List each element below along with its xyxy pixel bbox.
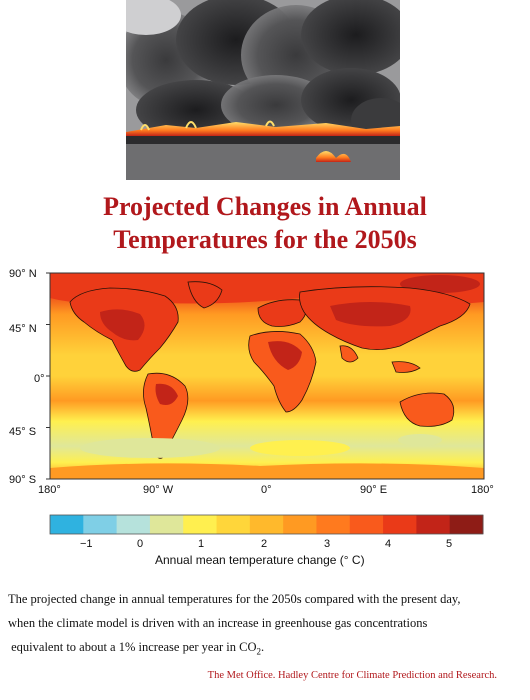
amazon-hotspot: [155, 383, 178, 405]
colorbar-tick-0: 0: [137, 538, 143, 550]
india-landmass: [339, 345, 359, 363]
australia-landmass: [399, 392, 455, 427]
south-indian-cool-patch: [398, 434, 442, 446]
colorbar-label: Annual mean temperature change (° C): [155, 553, 365, 567]
colorbar-segment: [83, 515, 118, 534]
europe-landmass: [257, 299, 307, 327]
colorbar-segment: [449, 515, 484, 534]
colorbar-tick-1: 1: [198, 538, 204, 550]
lat-label-90n: 90° N: [9, 268, 37, 280]
temperature-field: [50, 273, 484, 479]
colorbar-tick-3: 3: [324, 538, 330, 550]
source-credit: The Met Office. Hadley Centre for Climat…: [207, 670, 497, 681]
caption-line-2: when the climate model is driven with an…: [8, 616, 428, 630]
lon-label-90w: 90° W: [143, 484, 174, 496]
longitude-axis: 180° 90° W 0° 90° E 180°: [38, 484, 494, 496]
colorbar-tick-minus1: −1: [80, 538, 93, 550]
colorbar-tick-5: 5: [446, 538, 452, 550]
world-temperature-map: 90° N 45° N 0° 45° S 90° S 180° 90° W 0°…: [9, 268, 494, 567]
caption-line-1: The projected change in annual temperatu…: [8, 592, 461, 606]
colorbar-segment: [216, 515, 251, 534]
latitude-axis: 90° N 45° N 0° 45° S 90° S: [9, 268, 50, 486]
north-america-hotspot: [100, 309, 145, 341]
colorbar-tick-4: 4: [385, 538, 391, 550]
colorbar-segment: [349, 515, 384, 534]
greenland-landmass: [187, 281, 223, 309]
smoke-fire-image: [111, 0, 411, 180]
co2-subscript: 2: [256, 646, 262, 657]
colorbar-segment: [183, 515, 218, 534]
colorbar-frame: [49, 514, 484, 535]
antarctic-band: [50, 463, 484, 479]
lat-label-45s: 45° S: [9, 426, 36, 438]
central-asia-hotspot: [330, 302, 411, 327]
sahara-hotspot: [268, 341, 302, 370]
colorbar-tick-2: 2: [261, 538, 267, 550]
figure-caption: The projected change in annual temperatu…: [8, 587, 522, 664]
colorbar-segment: [383, 515, 417, 534]
south-pacific-cool-patch: [80, 438, 220, 458]
lon-label-0: 0°: [261, 484, 272, 496]
caption-line-3: equivalent to about a 1% increase per ye…: [8, 635, 522, 664]
colorbar-tick-labels: −1 0 1 2 3 4 5: [80, 538, 452, 550]
colorbar-segment: [316, 515, 351, 534]
colorbar-segment: [416, 515, 451, 534]
lon-label-180e: 180°: [471, 484, 494, 496]
page-title: Projected Changes in Annual Temperatures…: [0, 190, 530, 256]
lon-label-90e: 90° E: [360, 484, 387, 496]
colorbar-segment: [249, 515, 284, 534]
lat-label-0: 0°: [34, 373, 45, 385]
colorbar-segment: [149, 515, 184, 534]
lon-label-180w: 180°: [38, 484, 61, 496]
arctic-hotspot: [400, 275, 480, 293]
title-line-1: Projected Changes in Annual: [103, 192, 427, 221]
temperature-colorbar: [50, 515, 484, 534]
colorbar-segment: [50, 515, 84, 534]
caption-line-3-text: equivalent to about a 1% increase per ye…: [11, 640, 257, 654]
colorbar-segment: [116, 515, 151, 534]
title-line-2: Temperatures for the 2050s: [113, 225, 417, 254]
caption-line-3-period: .: [261, 640, 265, 654]
colorbar-segment: [283, 515, 317, 534]
southeast-asia-islands: [391, 361, 421, 373]
burning-oil-smoke-photo: [111, 0, 411, 180]
lat-label-90s: 90° S: [9, 474, 36, 486]
lat-label-45n: 45° N: [9, 323, 37, 335]
temperature-change-map-figure: 90° N 45° N 0° 45° S 90° S 180° 90° W 0°…: [0, 262, 530, 582]
south-atlantic-cool-patch: [250, 440, 350, 456]
